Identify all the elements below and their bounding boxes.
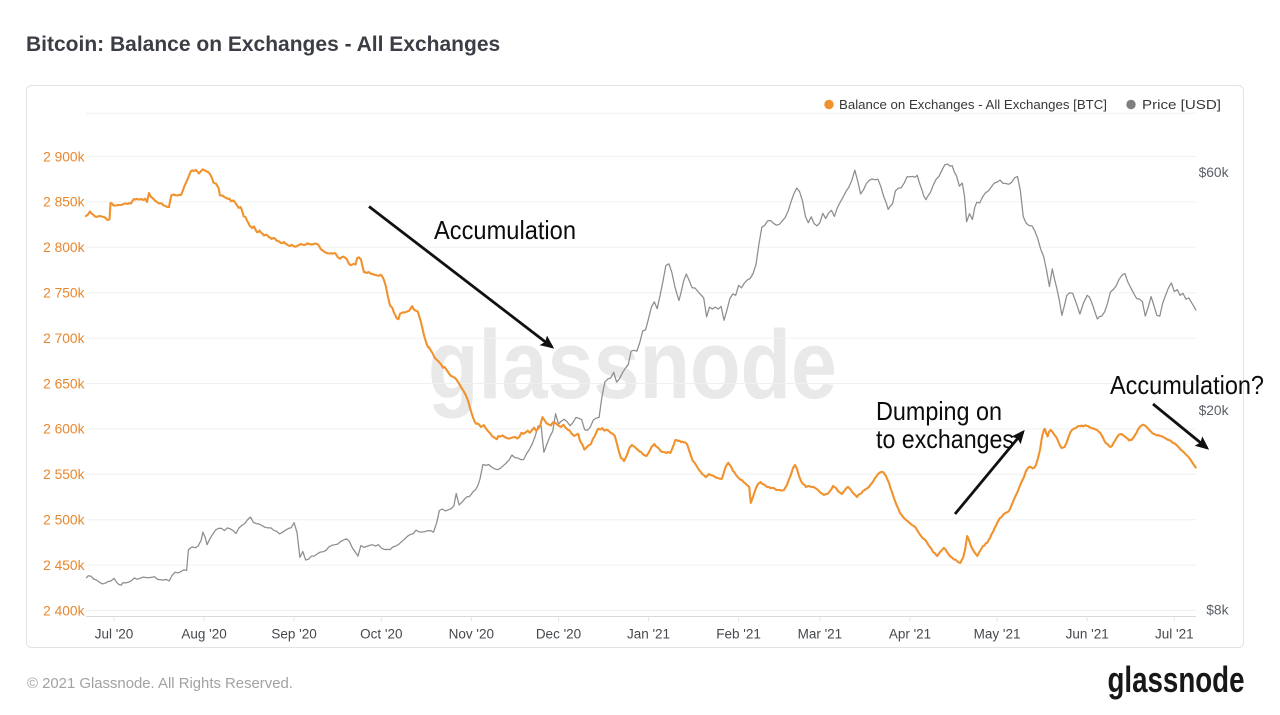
svg-text:Price [USD]: Price [USD] (1142, 97, 1221, 112)
svg-text:2 400k: 2 400k (43, 603, 85, 618)
svg-text:Sep '20: Sep '20 (271, 627, 316, 642)
svg-text:2 550k: 2 550k (43, 467, 85, 482)
svg-text:Balance on Exchanges - All Exc: Balance on Exchanges - All Exchanges [BT… (839, 97, 1107, 112)
svg-text:glassnode: glassnode (428, 310, 837, 419)
svg-text:Feb '21: Feb '21 (716, 627, 761, 642)
svg-text:Accumulation?: Accumulation? (1110, 370, 1264, 400)
svg-text:Accumulation: Accumulation (434, 215, 576, 245)
svg-text:2 650k: 2 650k (43, 376, 85, 391)
svg-text:Nov '20: Nov '20 (449, 627, 494, 642)
svg-text:2 850k: 2 850k (43, 195, 85, 210)
svg-text:Apr '21: Apr '21 (889, 627, 931, 642)
svg-text:to exchanges: to exchanges (876, 424, 1014, 454)
svg-text:May '21: May '21 (974, 627, 1021, 642)
svg-text:glassnode: glassnode (1108, 659, 1245, 700)
svg-text:© 2021 Glassnode. All Rights R: © 2021 Glassnode. All Rights Reserved. (27, 676, 293, 692)
svg-text:Jun '21: Jun '21 (1066, 627, 1109, 642)
svg-text:2 800k: 2 800k (43, 240, 85, 255)
svg-text:$60k: $60k (1199, 165, 1229, 180)
svg-text:2 900k: 2 900k (43, 149, 85, 164)
svg-text:Aug '20: Aug '20 (181, 627, 226, 642)
svg-text:2 600k: 2 600k (43, 422, 85, 437)
svg-text:2 700k: 2 700k (43, 331, 85, 346)
svg-text:Mar '21: Mar '21 (798, 627, 843, 642)
svg-text:Jul '21: Jul '21 (1155, 627, 1194, 642)
svg-text:Jul '20: Jul '20 (95, 627, 134, 642)
svg-text:$8k: $8k (1206, 602, 1228, 617)
svg-text:2 500k: 2 500k (43, 513, 85, 528)
svg-text:2 450k: 2 450k (43, 558, 85, 573)
svg-text:Dumping on: Dumping on (876, 396, 1002, 426)
svg-text:Bitcoin: Balance on Exchanges: Bitcoin: Balance on Exchanges - All Exch… (26, 33, 500, 56)
svg-text:Dec '20: Dec '20 (536, 627, 581, 642)
svg-text:Jan '21: Jan '21 (627, 627, 670, 642)
svg-text:Oct '20: Oct '20 (360, 627, 402, 642)
svg-text:2 750k: 2 750k (43, 286, 85, 301)
svg-text:$20k: $20k (1199, 403, 1229, 418)
